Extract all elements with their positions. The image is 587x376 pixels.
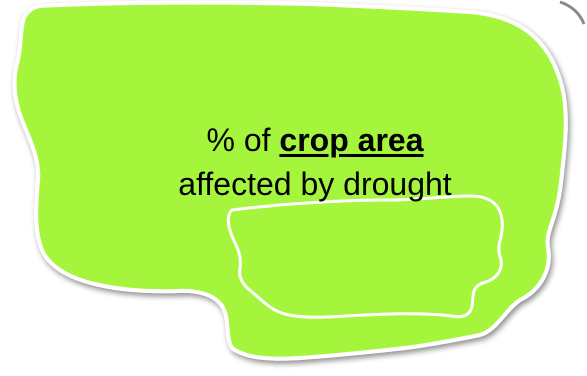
inner-region-outline — [226, 194, 504, 319]
corner-shadow-arc — [559, 0, 586, 25]
label-line-1: % of crop area — [85, 118, 545, 162]
label-emphasis: crop area — [279, 122, 424, 158]
label-prefix: % of — [206, 122, 271, 158]
region-label: % of crop area affected by drought — [85, 118, 545, 206]
label-line-2: affected by drought — [178, 166, 452, 202]
outer-region-shape — [12, 0, 568, 361]
